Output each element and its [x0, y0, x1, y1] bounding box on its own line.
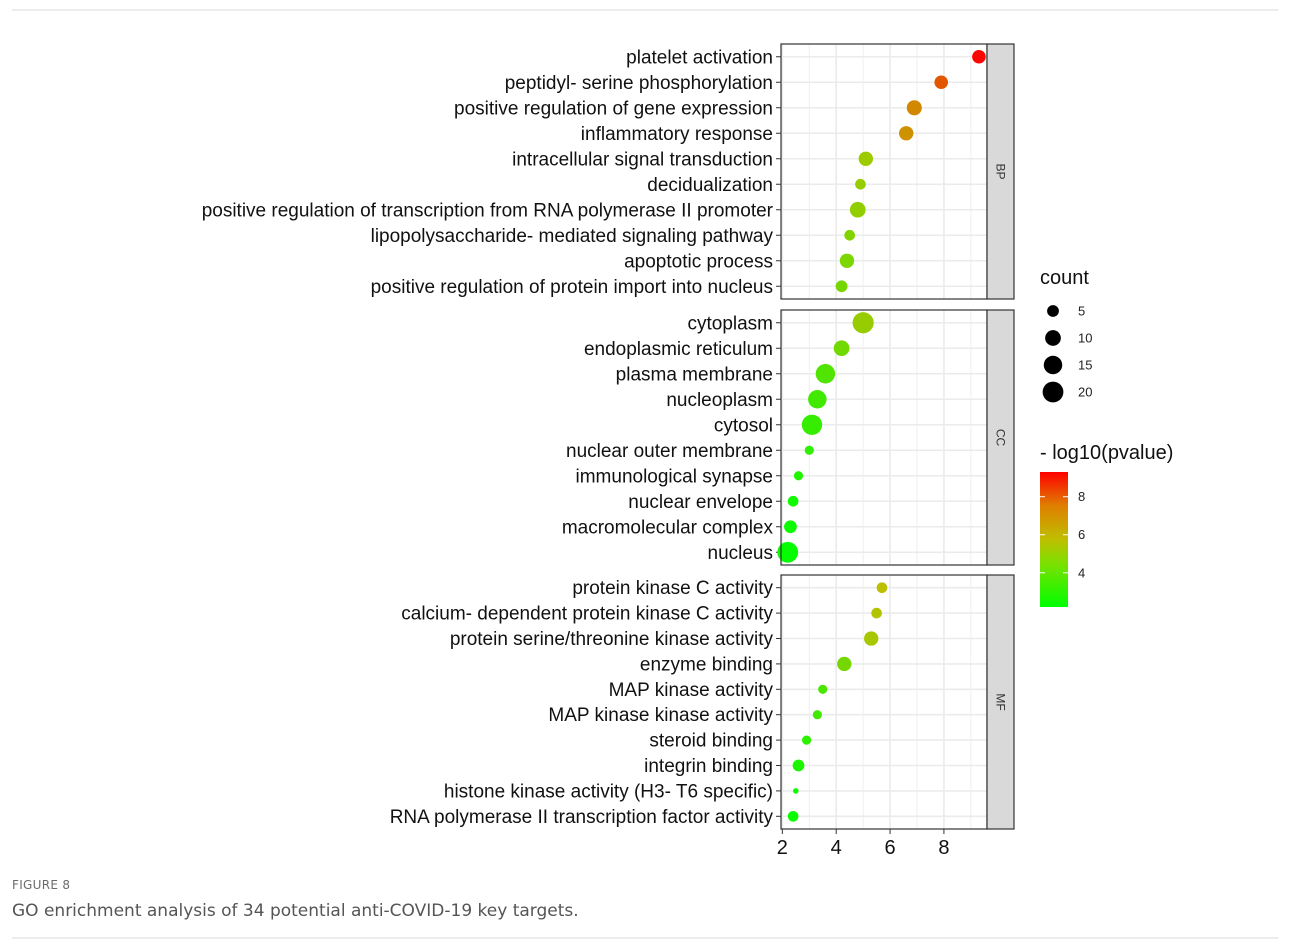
- x-tick-label: 2: [777, 837, 788, 859]
- facet-strip: [986, 43, 1015, 300]
- term-label: plasma membrane: [616, 364, 773, 385]
- size-legend-key: [1047, 305, 1059, 317]
- term-label: decidualization: [647, 175, 773, 196]
- term-label: MAP kinase kinase activity: [548, 705, 773, 726]
- term-dot: [787, 810, 799, 822]
- term-dot: [784, 520, 797, 534]
- term-label: positive regulation of transcription fro…: [202, 200, 774, 221]
- term-label: calcium- dependent protein kinase C acti…: [401, 604, 773, 625]
- term-label: RNA polymerase II transcription factor a…: [390, 807, 774, 828]
- term-dot: [833, 340, 850, 357]
- size-legend-label: 10: [1078, 331, 1092, 346]
- figure-label: FIGURE 8: [12, 878, 71, 892]
- dot-plot: platelet activation peptidyl- serine phos…: [202, 43, 1015, 859]
- figure-caption: GO enrichment analysis of 34 potential a…: [12, 901, 579, 921]
- term-label: cytoplasm: [687, 313, 773, 334]
- term-dot: [815, 364, 836, 384]
- facet-label: CC: [994, 429, 1008, 447]
- term-label: nuclear envelope: [628, 492, 773, 513]
- colorbar-label: 6: [1078, 527, 1085, 542]
- x-tick-label: 8: [938, 837, 949, 859]
- size-legend-key: [1042, 381, 1064, 403]
- term-label: protein kinase C activity: [572, 578, 773, 599]
- term-label: nucleoplasm: [666, 390, 773, 411]
- term-label: nucleus: [708, 543, 774, 564]
- term-label: apoptotic process: [624, 251, 773, 272]
- term-dot: [858, 151, 874, 166]
- term-label: nuclear outer membrane: [566, 441, 773, 462]
- term-dot: [864, 631, 879, 646]
- term-label: endoplasmic reticulum: [584, 339, 773, 360]
- term-label: protein serine/threonine kinase activity: [450, 629, 774, 650]
- color-legend-title: - log10(pvalue): [1040, 442, 1173, 464]
- term-label: cytosol: [714, 415, 773, 436]
- size-legend-label: 15: [1078, 358, 1092, 373]
- colorbar: [1040, 472, 1068, 607]
- term-dot: [808, 390, 827, 409]
- x-tick-label: 6: [884, 837, 895, 859]
- term-label: positive regulation of gene expression: [454, 98, 773, 119]
- term-dot: [844, 229, 855, 241]
- term-label: peptidyl- serine phosphorylation: [505, 73, 773, 94]
- term-label: steroid binding: [649, 731, 773, 752]
- size-legend-key: [1043, 355, 1063, 375]
- term-dot: [777, 541, 799, 563]
- term-label: lipopolysaccharide- mediated signaling p…: [371, 226, 774, 247]
- term-dot: [899, 126, 914, 141]
- term-label: MAP kinase activity: [609, 680, 774, 701]
- term-dot: [855, 178, 866, 190]
- colorbar-label: 4: [1078, 565, 1085, 580]
- facet-label: MF: [994, 693, 1008, 710]
- facet-strip: [986, 309, 1015, 566]
- term-dot: [876, 582, 888, 594]
- term-dot: [801, 735, 812, 745]
- term-dot: [839, 253, 855, 268]
- panel-background: [781, 575, 987, 829]
- size-legend-label: 5: [1078, 304, 1085, 319]
- term-dot: [812, 710, 822, 720]
- term-dot: [793, 788, 799, 794]
- term-dot: [787, 495, 799, 507]
- colorbar-label: 8: [1078, 489, 1085, 504]
- term-label: intracellular signal transduction: [512, 149, 773, 170]
- size-legend-title: count: [1040, 267, 1089, 289]
- panel-background: [781, 44, 987, 299]
- term-label: macromolecular complex: [562, 517, 774, 538]
- facet-label: BP: [994, 163, 1008, 179]
- term-dot: [849, 201, 866, 218]
- size-legend-key: [1045, 330, 1061, 346]
- term-dot: [792, 759, 805, 772]
- x-tick-label: 4: [831, 837, 842, 859]
- term-label: immunological synapse: [576, 466, 774, 487]
- term-dot: [793, 471, 804, 481]
- term-label: histone kinase activity (H3- T6 specific…: [444, 781, 773, 802]
- term-dot: [871, 607, 882, 619]
- legend: count 5 10 15 20 - log10(pvalue) 4 6 8: [1040, 267, 1173, 607]
- panel-background: [781, 310, 987, 565]
- term-label: enzyme binding: [640, 654, 773, 675]
- term-dot: [972, 49, 986, 64]
- term-label: platelet activation: [626, 47, 773, 68]
- facet-strip: [986, 574, 1015, 830]
- term-label: inflammatory response: [581, 124, 773, 145]
- term-dot: [818, 684, 828, 694]
- term-label: positive regulation of protein import in…: [371, 277, 773, 298]
- term-dot: [837, 656, 852, 672]
- term-dot: [801, 414, 823, 435]
- term-dot: [804, 445, 814, 455]
- term-dot: [906, 100, 922, 116]
- term-dot: [934, 75, 949, 90]
- size-legend-label: 20: [1078, 385, 1092, 400]
- term-label: integrin binding: [644, 756, 773, 777]
- term-dot: [835, 280, 848, 293]
- term-dot: [852, 312, 874, 334]
